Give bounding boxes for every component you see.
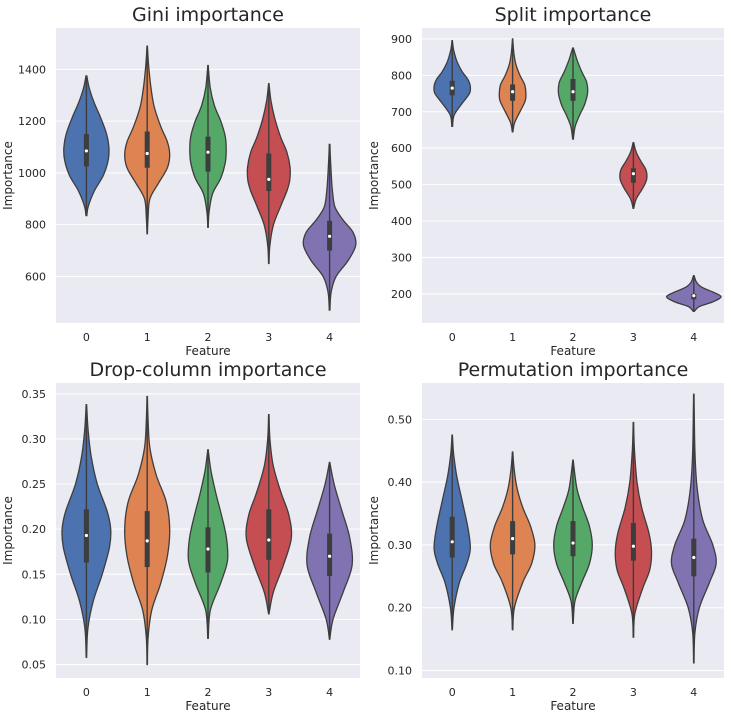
split-iqr-box-2	[570, 78, 576, 101]
split-ytick-label: 400	[391, 215, 412, 228]
split-ytick-label: 800	[391, 69, 412, 82]
split-xtick-label: 3	[630, 331, 637, 344]
gini-iqr-box-3	[266, 153, 272, 192]
gini-ytick-label: 1400	[18, 63, 46, 76]
permutation-xtick-label: 2	[570, 686, 577, 699]
permutation-xlabel: Feature	[550, 699, 595, 713]
split-median-1	[510, 90, 515, 94]
gini-median-2	[206, 150, 210, 154]
drop-column-median-0	[84, 533, 88, 538]
permutation-ytick-label: 0.40	[388, 476, 413, 489]
drop-column-ylabel: Importance	[1, 496, 15, 565]
permutation-panel: 0.10 0.20 0.30 0.40 0.50 0 1 2 3 4 Feature Importan…	[367, 359, 724, 713]
permutation-xtick-label: 3	[630, 686, 637, 699]
permutation-xtick-label: 0	[449, 686, 456, 699]
gini-xtick-label: 2	[205, 331, 212, 344]
permutation-iqr-box-0	[449, 516, 455, 558]
split-ytick-label: 600	[391, 142, 412, 155]
permutation-ytick-label: 0.10	[388, 664, 413, 677]
drop-column-xtick-label: 4	[326, 686, 333, 699]
gini-ytick-label: 800	[25, 219, 46, 232]
gini-ytick-label: 1000	[18, 167, 46, 180]
drop-column-iqr-box-1	[144, 511, 150, 568]
gini-median-0	[84, 149, 88, 153]
permutation-iqr-box-3	[630, 522, 636, 561]
gini-iqr-box-1	[144, 131, 150, 168]
permutation-iqr-box-2	[570, 521, 576, 557]
permutation-ytick-label: 0.50	[388, 413, 413, 426]
drop-column-xtick-label: 1	[144, 686, 151, 699]
drop-column-xlabel: Feature	[185, 699, 230, 713]
permutation-ylabel: Importance	[367, 496, 381, 565]
split-xtick-label: 1	[509, 331, 516, 344]
split-panel: 200 300 400 500 600 700 800 900 0 1 2 3 4 Feature Impo…	[367, 4, 724, 358]
drop-column-xtick-label: 0	[83, 686, 90, 699]
drop-column-ytick-label: 0.30	[22, 433, 47, 446]
split-ytick-label: 700	[391, 106, 412, 119]
drop-column-iqr-box-3	[266, 509, 272, 560]
split-ytick-label: 200	[391, 288, 412, 301]
permutation-xtick-label: 1	[509, 686, 516, 699]
gini-panel: 600 800 1000 1200 1400 0 1 2 3 4 Feature Importance…	[1, 4, 360, 358]
permutation-median-1	[510, 537, 515, 541]
split-median-2	[571, 90, 575, 94]
split-iqr-box-3	[630, 168, 636, 183]
split-xtick-label: 0	[449, 331, 456, 344]
drop-column-ytick-label: 0.05	[22, 658, 47, 671]
split-ylabel: Importance	[367, 141, 381, 210]
drop-column-ytick-label: 0.15	[22, 568, 47, 581]
gini-iqr-box-2	[205, 136, 211, 172]
gini-median-3	[267, 177, 271, 181]
drop-column-median-1	[145, 539, 149, 543]
gini-xtick-label: 4	[326, 331, 333, 344]
split-xtick-label: 2	[570, 331, 577, 344]
drop-column-xtick-label: 3	[265, 686, 272, 699]
split-ytick-label: 500	[391, 179, 412, 192]
gini-ytick-label: 1200	[18, 115, 46, 128]
gini-xtick-label: 3	[265, 331, 272, 344]
gini-ylabel: Importance	[1, 141, 15, 210]
split-ytick-label: 300	[391, 251, 412, 264]
split-xtick-label: 4	[690, 331, 697, 344]
permutation-median-0	[450, 540, 454, 544]
permutation-median-3	[631, 544, 636, 548]
drop-column-ytick-label: 0.20	[22, 523, 47, 536]
permutation-median-2	[571, 541, 575, 545]
split-median-3	[631, 172, 636, 176]
gini-ytick-label: 600	[25, 270, 46, 283]
drop-column-ytick-label: 0.10	[22, 613, 47, 626]
split-xlabel: Feature	[550, 344, 595, 358]
gini-median-4	[328, 234, 332, 238]
split-title: Split importance	[495, 4, 652, 26]
gini-title: Gini importance	[132, 4, 284, 26]
drop-column-median-4	[328, 554, 332, 558]
split-median-0	[450, 86, 454, 90]
drop-column-ytick-label: 0.25	[22, 478, 47, 491]
drop-column-median-2	[206, 547, 210, 551]
split-median-4	[692, 294, 696, 298]
gini-xtick-label: 1	[144, 331, 151, 344]
drop-column-median-3	[267, 538, 271, 542]
drop-column-ytick-label: 0.35	[22, 388, 47, 401]
gini-xtick-label: 0	[83, 331, 90, 344]
permutation-ytick-label: 0.30	[388, 539, 413, 552]
drop-column-panel: 0.05 0.10 0.15 0.20 0.25 0.30 0.35 0 1 2 3 4 Feature…	[1, 359, 360, 713]
permutation-median-4	[692, 555, 696, 560]
gini-median-1	[145, 151, 149, 156]
permutation-ytick-label: 0.20	[388, 602, 413, 615]
gini-xlabel: Feature	[185, 344, 230, 358]
permutation-xtick-label: 4	[690, 686, 697, 699]
split-ytick-label: 900	[391, 33, 412, 46]
drop-column-xtick-label: 2	[205, 686, 212, 699]
permutation-title: Permutation importance	[458, 359, 689, 381]
drop-column-title: Drop-column importance	[89, 359, 326, 381]
